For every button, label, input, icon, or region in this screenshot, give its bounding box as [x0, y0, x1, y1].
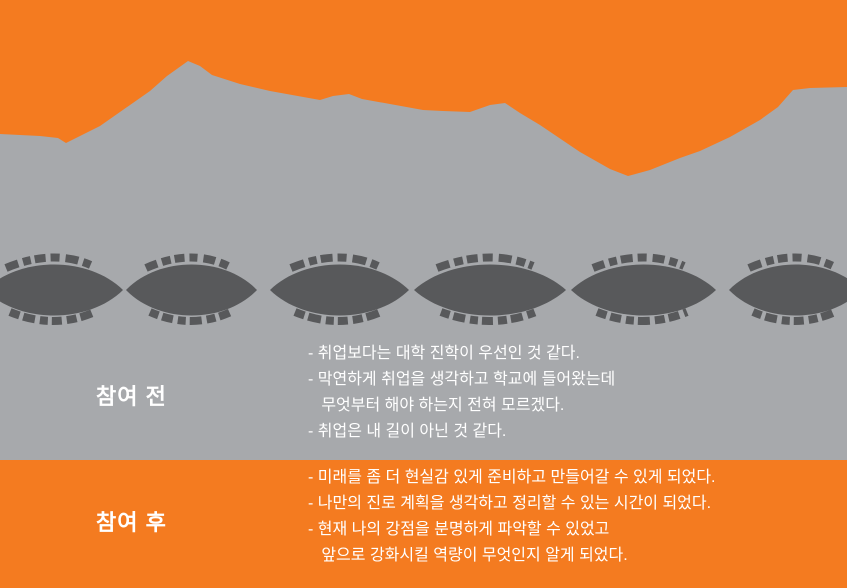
- after-bullet-2: - 나만의 진로 계획을 생각하고 정리할 수 있는 시간이 되었다.: [308, 495, 712, 512]
- after-section-label: 참여 후: [96, 510, 167, 535]
- step-shape-text-residue: [4, 253, 837, 325]
- before-bullet-2: - 막연하게 취업을 생각하고 학교에 들어왔는데: [308, 371, 616, 388]
- before-bullet-1: - 취업보다는 대학 진학이 우선인 것 같다.: [308, 345, 580, 362]
- step-shape-1: [0, 264, 123, 316]
- step-shape-2: [126, 264, 257, 316]
- before-bullet-2-cont: 무엇부터 해야 하는지 전혀 모르겠다.: [308, 397, 565, 414]
- step-shape-5: [571, 264, 716, 316]
- after-bullet-list: - 미래를 좀 더 현실감 있게 준비하고 만들어갈 수 있게 되었다. - 나…: [308, 465, 716, 569]
- mountain-silhouette-background: [0, 0, 847, 176]
- after-bullet-1: - 미래를 좀 더 현실감 있게 준비하고 만들어갈 수 있게 되었다.: [308, 469, 716, 486]
- step-shape-6: [729, 264, 847, 316]
- before-bullet-list: - 취업보다는 대학 진학이 우선인 것 같다. - 막연하게 취업을 생각하고…: [308, 341, 615, 445]
- after-section-background: [0, 460, 847, 588]
- before-section-label: 참여 전: [96, 384, 167, 409]
- after-bullet-3: - 현재 나의 강점을 분명하게 파악할 수 있었고: [308, 521, 610, 538]
- step-shape-3: [270, 264, 409, 316]
- decorative-art: [0, 0, 847, 325]
- after-bullet-3-cont: 앞으로 강화시킬 역량이 무엇인지 알게 되었다.: [308, 547, 628, 564]
- before-bullet-3: - 취업은 내 길이 아닌 것 같다.: [308, 423, 507, 440]
- step-shape-4: [414, 264, 566, 316]
